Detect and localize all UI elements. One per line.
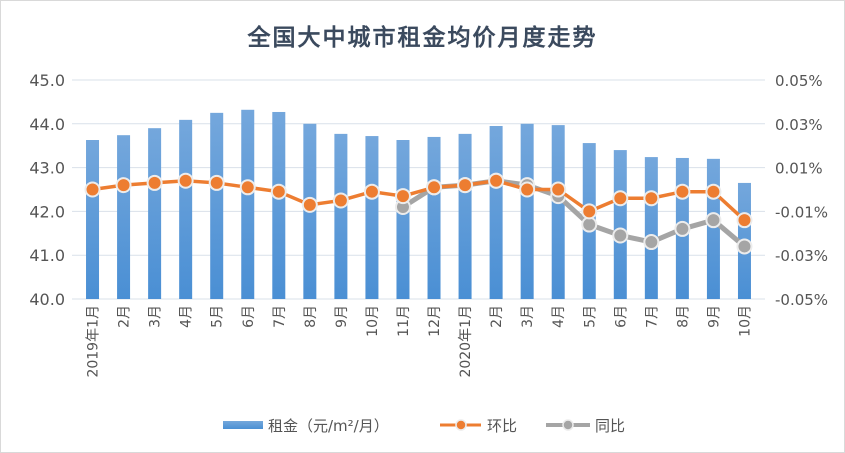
- mom-point: [426, 179, 443, 196]
- mom-point: [301, 196, 318, 213]
- left-tick-label: 45.0: [29, 71, 65, 90]
- mom-point: [550, 181, 567, 198]
- x-tick-label: 5月: [582, 305, 598, 328]
- legend-label: 环比: [487, 417, 517, 435]
- x-tick-label: 3月: [520, 305, 536, 328]
- mom-point: [84, 181, 101, 198]
- mom-point: [488, 172, 505, 189]
- x-tick-label: 11月: [396, 305, 412, 337]
- bar: [117, 135, 131, 299]
- bar: [427, 136, 441, 299]
- bar: [520, 123, 534, 299]
- bar: [551, 125, 565, 299]
- left-tick-label: 40.0: [29, 290, 65, 309]
- yoy-point: [736, 238, 753, 255]
- x-tick-label: 2019年1月: [86, 305, 102, 378]
- bar: [489, 125, 503, 300]
- yoy-point: [581, 216, 598, 233]
- x-tick-label: 10月: [737, 305, 753, 337]
- mom-point: [394, 188, 411, 205]
- mom-point: [363, 183, 380, 200]
- mom-point: [643, 190, 660, 207]
- bar: [706, 158, 720, 299]
- bar: [210, 112, 224, 299]
- x-tick-label: 8月: [303, 305, 319, 328]
- left-tick-label: 42.0: [29, 202, 65, 221]
- mom-point: [270, 183, 287, 200]
- left-tick-label: 43.0: [29, 159, 65, 178]
- mom-point: [705, 183, 722, 200]
- yoy-point: [612, 227, 629, 244]
- left-tick-label: 41.0: [29, 246, 65, 265]
- yoy-point: [705, 212, 722, 229]
- x-tick-label: 4月: [179, 305, 195, 328]
- right-tick-label: 0.01%: [775, 160, 823, 178]
- right-tick-label: 0.03%: [775, 116, 823, 134]
- bar: [148, 128, 162, 299]
- bar: [272, 111, 286, 299]
- x-tick-label: 8月: [675, 305, 691, 328]
- x-tick-label: 9月: [334, 305, 350, 328]
- left-tick-label: 44.0: [29, 115, 65, 134]
- x-tick-label: 9月: [706, 305, 722, 328]
- mom-point: [519, 181, 536, 198]
- bar: [241, 109, 255, 299]
- legend-mom-marker: [455, 419, 467, 431]
- x-tick-label: 5月: [210, 305, 226, 328]
- chart-title: 全国大中城市租金均价月度走势: [247, 24, 598, 51]
- legend-yoy-marker: [562, 419, 574, 431]
- bar: [644, 157, 658, 299]
- mom-point: [612, 190, 629, 207]
- bar: [458, 133, 472, 299]
- mom-point: [736, 212, 753, 229]
- right-tick-label: 0.05%: [775, 72, 823, 90]
- right-tick-label: -0.01%: [775, 203, 828, 221]
- x-tick-label: 7月: [644, 305, 660, 328]
- x-tick-label: 2月: [117, 305, 133, 328]
- mom-point: [581, 203, 598, 220]
- x-tick-label: 12月: [427, 305, 443, 337]
- right-tick-label: -0.05%: [775, 291, 828, 309]
- yoy-point: [643, 234, 660, 251]
- bar: [613, 150, 627, 299]
- x-tick-label: 7月: [272, 305, 288, 328]
- x-tick-label: 2月: [489, 305, 505, 328]
- mom-point: [457, 177, 474, 194]
- bar: [396, 140, 410, 299]
- bar: [365, 136, 379, 299]
- mom-point: [674, 183, 691, 200]
- x-tick-label: 6月: [241, 305, 257, 328]
- x-tick-label: 10月: [365, 305, 381, 337]
- mom-point: [208, 174, 225, 191]
- mom-point: [332, 192, 349, 209]
- legend-bar-swatch: [223, 421, 263, 429]
- mom-line: [92, 178, 746, 222]
- bar: [334, 133, 348, 299]
- x-tick-label: 3月: [148, 305, 164, 328]
- legend-label: 租金（元/m²/月）: [268, 417, 389, 435]
- x-tick-label: 6月: [613, 305, 629, 328]
- mom-point: [146, 174, 163, 191]
- x-tick-label: 4月: [551, 305, 567, 328]
- yoy-point: [674, 220, 691, 237]
- x-tick-label: 2020年1月: [458, 305, 474, 378]
- bar: [179, 119, 193, 299]
- right-tick-label: -0.03%: [775, 247, 828, 265]
- mom-point: [239, 179, 256, 196]
- mom-point: [115, 177, 132, 194]
- mom-point: [177, 172, 194, 189]
- bar: [86, 140, 100, 299]
- legend-label: 同比: [595, 417, 625, 435]
